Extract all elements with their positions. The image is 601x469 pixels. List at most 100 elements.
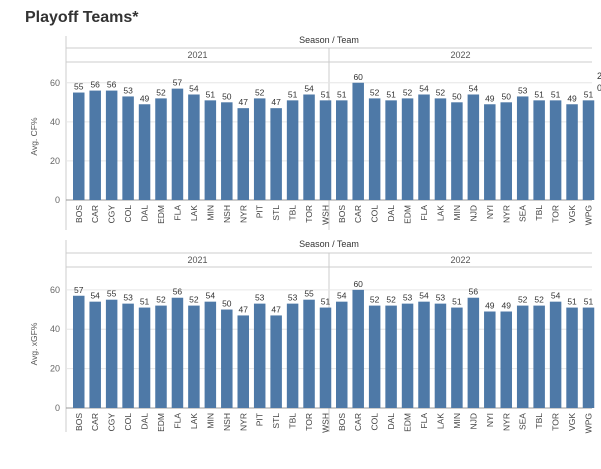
bar-2021-dal xyxy=(138,104,151,200)
data-label-2021-min: 51 xyxy=(206,89,216,99)
team-label-pit: PIT xyxy=(255,413,265,426)
bar-2022-bos xyxy=(336,100,348,200)
bar-2021-tor xyxy=(303,299,315,408)
team-label-tbl: TBL xyxy=(534,205,544,221)
bar-2022-tor xyxy=(549,100,562,200)
bar-2021-cgy xyxy=(105,90,118,200)
data-label-2022-bos: 51 xyxy=(337,89,347,99)
team-label-lak: LAK xyxy=(189,205,199,221)
team-label-lak: LAK xyxy=(435,413,445,429)
season-label-2021: 2021 xyxy=(187,50,207,60)
team-label-lak: LAK xyxy=(435,205,445,221)
data-label-2022-col: 52 xyxy=(370,87,380,97)
data-label-2021-wsh: 51 xyxy=(321,89,331,99)
team-label-tor: TOR xyxy=(304,205,314,223)
team-label-car: CAR xyxy=(353,413,363,431)
clipped-edge-label: 0 xyxy=(597,83,601,93)
bar-2021-col xyxy=(122,96,134,200)
data-label-2021-nyr: 47 xyxy=(239,304,249,314)
team-label-cgy: CGY xyxy=(107,205,117,224)
team-label-edm: EDM xyxy=(403,205,413,224)
data-label-2021-fla: 57 xyxy=(173,78,183,88)
bar-2022-min xyxy=(451,307,463,408)
data-label-2022-car: 60 xyxy=(353,72,363,82)
team-label-nyr: NYR xyxy=(501,205,511,223)
team-label-col: COL xyxy=(123,205,133,223)
bar-2022-car xyxy=(352,82,364,200)
bar-2021-lak xyxy=(188,305,200,408)
team-label-col: COL xyxy=(123,413,133,431)
bar-2021-wsh xyxy=(319,100,332,200)
team-label-vgk: VGK xyxy=(567,413,577,431)
bar-2022-lak xyxy=(434,98,447,200)
data-label-2021-edm: 52 xyxy=(156,87,166,97)
bar-2022-tor xyxy=(549,301,562,408)
data-label-2021-dal: 51 xyxy=(140,297,150,307)
team-label-min: MIN xyxy=(452,413,462,429)
bar-2022-car xyxy=(352,289,364,408)
data-label-2022-wpg: 51 xyxy=(584,297,594,307)
bar-2022-wpg xyxy=(582,307,595,408)
team-label-edm: EDM xyxy=(156,413,166,432)
team-label-stl: STL xyxy=(271,205,281,221)
data-label-2022-fla: 54 xyxy=(419,83,429,93)
team-label-car: CAR xyxy=(353,205,363,223)
bar-2021-pit xyxy=(253,98,266,200)
bar-2021-nyr xyxy=(237,108,249,200)
bar-2022-vgk xyxy=(566,307,578,408)
bar-2021-car xyxy=(89,301,101,408)
bar-2022-sea xyxy=(516,96,529,200)
y-tick-label: 0 xyxy=(55,403,60,413)
team-label-nsh: NSH xyxy=(222,205,232,223)
bar-2021-tor xyxy=(303,94,315,200)
bar-2022-dal xyxy=(385,305,397,408)
bar-2022-col xyxy=(368,305,381,408)
bar-2022-lak xyxy=(434,303,447,408)
team-label-bos: BOS xyxy=(74,205,84,223)
data-label-2022-tbl: 51 xyxy=(534,89,544,99)
data-label-2021-nyr: 47 xyxy=(239,97,249,107)
bar-2022-edm xyxy=(401,98,414,200)
team-label-nsh: NSH xyxy=(222,413,232,431)
team-label-car: CAR xyxy=(90,413,100,431)
bar-2022-dal xyxy=(385,100,397,200)
data-label-2022-lak: 53 xyxy=(436,293,446,303)
data-label-2022-min: 51 xyxy=(452,297,462,307)
team-label-njd: NJD xyxy=(468,413,478,430)
data-label-2021-min: 54 xyxy=(206,291,216,301)
bar-2022-tbl xyxy=(533,305,545,408)
y-tick-label: 40 xyxy=(50,324,60,334)
data-label-2022-wpg: 51 xyxy=(584,89,594,99)
axis-header: Season / Team xyxy=(299,35,359,45)
data-label-2021-pit: 53 xyxy=(255,293,265,303)
bar-2022-nyi xyxy=(484,311,496,408)
data-label-2021-cgy: 55 xyxy=(107,289,117,299)
season-label-2022: 2022 xyxy=(450,255,470,265)
data-label-2022-nyr: 49 xyxy=(502,301,512,311)
data-label-2022-dal: 51 xyxy=(386,89,396,99)
team-label-nyr: NYR xyxy=(501,413,511,431)
team-label-tbl: TBL xyxy=(534,413,544,429)
season-label-2022: 2022 xyxy=(450,50,470,60)
bar-2022-njd xyxy=(467,94,480,200)
team-label-wsh: WSH xyxy=(321,205,331,225)
bar-2022-nyr xyxy=(500,311,512,408)
bar-2022-njd xyxy=(467,297,480,408)
team-label-pit: PIT xyxy=(255,205,265,218)
bar-2021-nsh xyxy=(221,309,233,408)
bar-2021-col xyxy=(122,303,134,408)
bar-2021-stl xyxy=(270,108,282,200)
team-label-tor: TOR xyxy=(551,205,561,223)
page-title: Playoff Teams* xyxy=(25,9,139,26)
data-label-2021-fla: 56 xyxy=(173,287,183,297)
xgf-percent-chart: Season / Team 0 20 40 60 Avg. xGF% 2021 57 BOS 54… xyxy=(29,239,595,433)
bar-2021-car xyxy=(89,90,101,200)
data-label-2021-lak: 54 xyxy=(189,83,199,93)
data-label-2022-nyi: 49 xyxy=(485,93,495,103)
data-label-2022-bos: 54 xyxy=(337,291,347,301)
data-label-2021-stl: 47 xyxy=(271,304,281,314)
y-tick-label: 20 xyxy=(50,156,60,166)
bar-2022-vgk xyxy=(566,104,578,200)
team-label-nyi: NYI xyxy=(485,413,495,427)
team-label-edm: EDM xyxy=(403,413,413,432)
